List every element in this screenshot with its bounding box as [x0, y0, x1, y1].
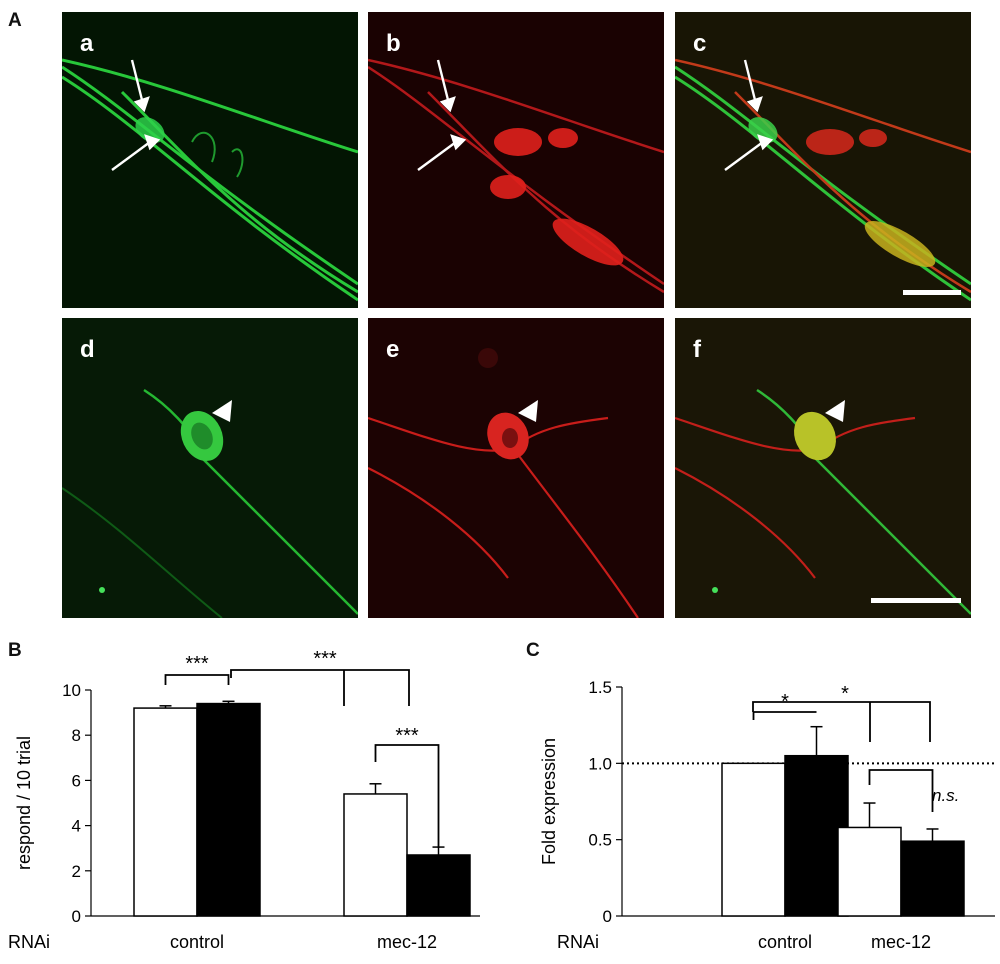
- y-tick-label: 2: [72, 862, 81, 881]
- panel-letter-a: A: [8, 10, 22, 31]
- significance-label: ***: [185, 653, 209, 675]
- chart-b: 0 2 4 6 8 10 respond / 10 trial control mec-12 RN…: [8, 648, 480, 952]
- bar: [900, 840, 965, 917]
- micrograph-b: b: [368, 12, 664, 308]
- significance-label: ***: [395, 725, 419, 747]
- bar: [133, 707, 198, 917]
- y-tick-label: 1.0: [588, 754, 612, 773]
- x-prefix-label: RNAi: [557, 932, 599, 952]
- category-label: control: [170, 932, 224, 952]
- y-tick-label: 10: [62, 681, 81, 700]
- category-label: mec-12: [871, 932, 931, 952]
- significance-label: n.s.: [932, 786, 959, 805]
- sublabel-e: e: [386, 336, 400, 363]
- y-tick-label: 0: [603, 907, 612, 926]
- significance-label: *: [841, 683, 849, 705]
- significance-bracket: [868, 769, 934, 812]
- bar: [837, 826, 902, 917]
- significance-bracket: [164, 674, 230, 685]
- sublabel-d: d: [80, 336, 95, 363]
- category-label: control: [758, 932, 812, 952]
- y-axis-label: Fold expression: [539, 738, 559, 865]
- category-label: mec-12: [377, 932, 437, 952]
- panel-letter-b: B: [8, 640, 22, 661]
- bar: [406, 854, 471, 917]
- micrograph-d: d: [62, 318, 358, 618]
- sublabel-c: c: [693, 30, 707, 57]
- bar: [343, 793, 408, 917]
- y-axis-label: respond / 10 trial: [14, 736, 34, 870]
- micrograph-f: f: [675, 318, 971, 618]
- y-tick-label: 1.5: [588, 678, 612, 697]
- y-tick-label: 6: [72, 771, 81, 790]
- y-tick-label: 0: [72, 907, 81, 926]
- y-tick-label: 0.5: [588, 831, 612, 850]
- x-prefix-label: RNAi: [8, 932, 50, 952]
- micrograph-e: e: [368, 318, 664, 618]
- significance-bracket: [230, 669, 410, 706]
- sublabel-f: f: [693, 336, 701, 363]
- significance-bracket: [374, 744, 440, 848]
- y-tick-label: 4: [72, 817, 81, 836]
- significance-label: ***: [313, 648, 337, 670]
- bar: [196, 702, 261, 917]
- sublabel-b: b: [386, 30, 401, 57]
- micrograph-c: c: [675, 12, 971, 308]
- micrograph-a: a: [62, 12, 358, 308]
- scale-bar: [903, 290, 961, 295]
- significance-bracket: [752, 711, 817, 720]
- scale-bar: [871, 598, 961, 603]
- bar: [721, 762, 786, 917]
- panel-letter-c: C: [526, 640, 540, 661]
- significance-bracket: [752, 701, 931, 742]
- y-tick-label: 8: [72, 726, 81, 745]
- sublabel-a: a: [80, 30, 94, 57]
- chart-c: 0 0.5 1.0 1.5 Fold expression control mec-12 RN…: [539, 678, 995, 952]
